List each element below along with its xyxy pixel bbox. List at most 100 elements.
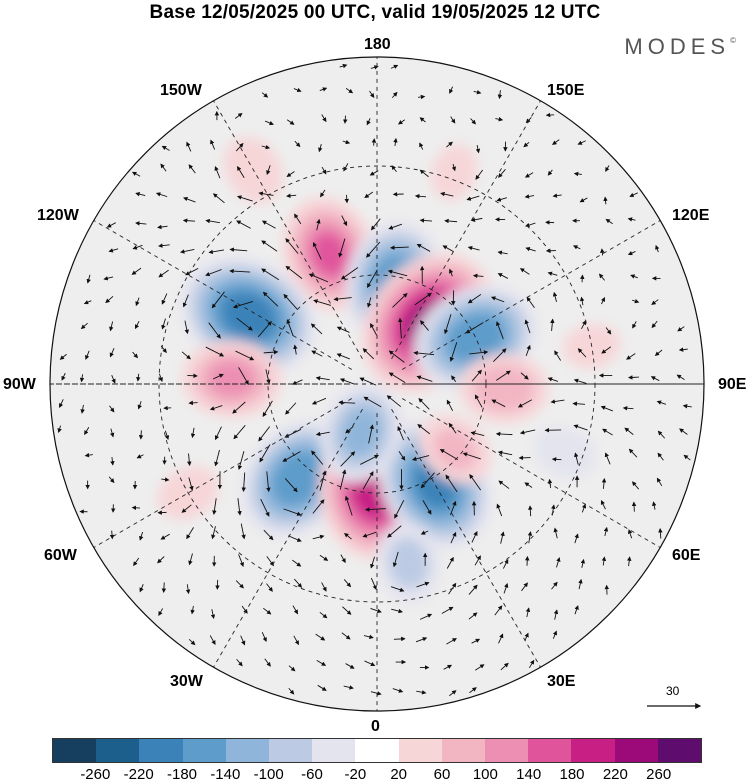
wind-arrow bbox=[578, 578, 583, 590]
wind-arrow bbox=[364, 660, 376, 667]
wind-arrow bbox=[415, 637, 428, 643]
meridian-line bbox=[213, 100, 363, 360]
wind-arrow bbox=[292, 559, 302, 567]
wind-arrow bbox=[317, 684, 327, 691]
wind-arrow bbox=[157, 224, 168, 230]
wind-arrow bbox=[657, 452, 664, 461]
anomaly-level bbox=[434, 430, 476, 469]
wind-arrow bbox=[155, 192, 168, 198]
wind-arrow bbox=[631, 481, 640, 490]
wind-arrow bbox=[135, 297, 140, 307]
wind-arrow bbox=[451, 163, 457, 172]
wind-arrow bbox=[550, 318, 555, 331]
wind-arrow bbox=[547, 271, 558, 276]
wind-arrow bbox=[333, 296, 352, 302]
wind-arrow bbox=[233, 425, 246, 440]
wind-arrow bbox=[411, 455, 430, 462]
wind-arrow bbox=[360, 454, 379, 465]
wind-arrow bbox=[449, 500, 457, 516]
wind-arrow bbox=[264, 120, 274, 126]
wind-arrow bbox=[369, 90, 375, 98]
wind-arrow bbox=[109, 428, 115, 438]
wind-arrow bbox=[366, 297, 372, 308]
meridian-line bbox=[401, 398, 661, 548]
wind-arrow bbox=[345, 663, 355, 669]
wind-vectors bbox=[57, 63, 692, 697]
anomaly-level bbox=[542, 433, 588, 471]
wind-arrow bbox=[138, 430, 144, 440]
wind-arrow bbox=[320, 189, 326, 198]
wind-arrow bbox=[288, 687, 295, 695]
wind-arrow bbox=[496, 503, 503, 517]
wind-arrow bbox=[466, 195, 480, 201]
wind-arrow bbox=[600, 248, 605, 256]
wind-arrow bbox=[294, 213, 302, 225]
wind-arrow bbox=[205, 346, 225, 357]
wind-arrow bbox=[362, 531, 377, 538]
wind-arrow bbox=[397, 317, 403, 339]
wind-arrow bbox=[413, 350, 435, 356]
wind-arrow bbox=[386, 395, 402, 408]
wind-arrow bbox=[363, 634, 374, 640]
wind-arrow bbox=[182, 218, 196, 223]
wind-arrow bbox=[214, 449, 220, 467]
wind-arrow bbox=[444, 218, 458, 224]
wind-arrow bbox=[651, 320, 658, 329]
wind-arrow bbox=[158, 373, 163, 383]
wind-arrow bbox=[496, 197, 507, 202]
wind-arrow bbox=[650, 376, 660, 382]
wind-arrow bbox=[319, 87, 328, 92]
wind-arrow bbox=[629, 192, 638, 197]
wind-arrow bbox=[392, 292, 408, 308]
wind-arrow bbox=[490, 296, 505, 303]
wind-arrow bbox=[468, 584, 478, 595]
wind-arrow bbox=[601, 477, 607, 489]
wind-arrow bbox=[521, 582, 528, 592]
wind-arrow bbox=[292, 605, 299, 615]
wind-arrow bbox=[208, 249, 225, 255]
wind-arrow bbox=[110, 457, 115, 466]
wind-arrow bbox=[258, 191, 274, 196]
wind-arrow bbox=[416, 243, 431, 252]
wind-arrow bbox=[627, 250, 636, 256]
wind-arrow bbox=[450, 531, 457, 544]
colorbar-tick-label: 60 bbox=[433, 766, 451, 783]
wind-arrow bbox=[261, 144, 271, 150]
wind-arrow bbox=[441, 606, 454, 614]
wind-arrow bbox=[525, 607, 531, 618]
wind-arrow bbox=[338, 400, 356, 405]
wind-arrow bbox=[205, 218, 220, 224]
wind-arrow bbox=[554, 350, 562, 361]
wind-arrow bbox=[449, 690, 457, 697]
wind-arrow bbox=[676, 374, 685, 381]
wind-arrow bbox=[238, 367, 249, 385]
wind-arrow bbox=[391, 608, 403, 614]
wind-arrow bbox=[369, 170, 379, 176]
wind-arrow bbox=[573, 171, 582, 177]
wind-arrow bbox=[393, 137, 398, 146]
anomaly-level bbox=[209, 361, 254, 396]
wind-arrow bbox=[475, 664, 485, 671]
wind-arrow bbox=[312, 242, 322, 260]
wind-arrow bbox=[236, 658, 243, 667]
wind-arrow bbox=[392, 688, 404, 693]
lon-label-30e: 30E bbox=[547, 673, 576, 690]
wind-arrow bbox=[627, 217, 636, 222]
wind-arrow bbox=[579, 197, 588, 203]
colorbar bbox=[52, 738, 702, 763]
wind-arrow bbox=[556, 557, 561, 568]
wind-arrow bbox=[422, 500, 432, 515]
wind-arrow bbox=[468, 612, 478, 620]
wind-arrow bbox=[470, 431, 485, 436]
wind-arrow bbox=[265, 369, 271, 385]
wind-arrow bbox=[234, 112, 243, 119]
wind-arrow bbox=[678, 347, 688, 352]
wind-arrow bbox=[83, 300, 92, 305]
wind-arrow bbox=[547, 377, 559, 382]
wind-arrow bbox=[366, 118, 371, 126]
wind-arrow bbox=[524, 194, 535, 199]
wind-arrow bbox=[312, 499, 325, 514]
wind-arrow bbox=[573, 424, 588, 431]
wind-arrow bbox=[261, 268, 280, 281]
wind-arrow bbox=[443, 664, 453, 670]
